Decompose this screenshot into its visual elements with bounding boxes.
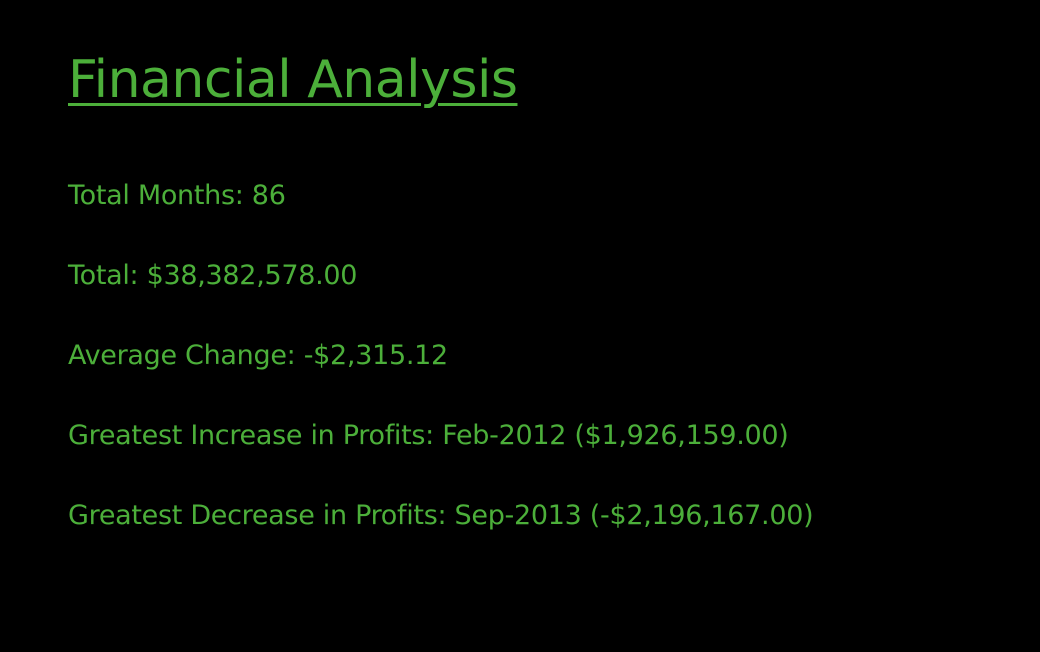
total-line: Total: $38,382,578.00 [68,260,358,291]
average-change-line: Average Change: -$2,315.12 [68,340,448,371]
total-months-line: Total Months: 86 [68,180,286,211]
stats-list: Total Months: 86 Total: $38,382,578.00 A… [68,179,1020,579]
greatest-decrease-line: Greatest Decrease in Profits: Sep-2013 (… [68,500,814,531]
greatest-increase-line: Greatest Increase in Profits: Feb-2012 (… [68,420,789,451]
page-title: Financial Analysis [68,50,518,110]
report-container: Financial Analysis Total Months: 86 Tota… [68,40,1020,579]
